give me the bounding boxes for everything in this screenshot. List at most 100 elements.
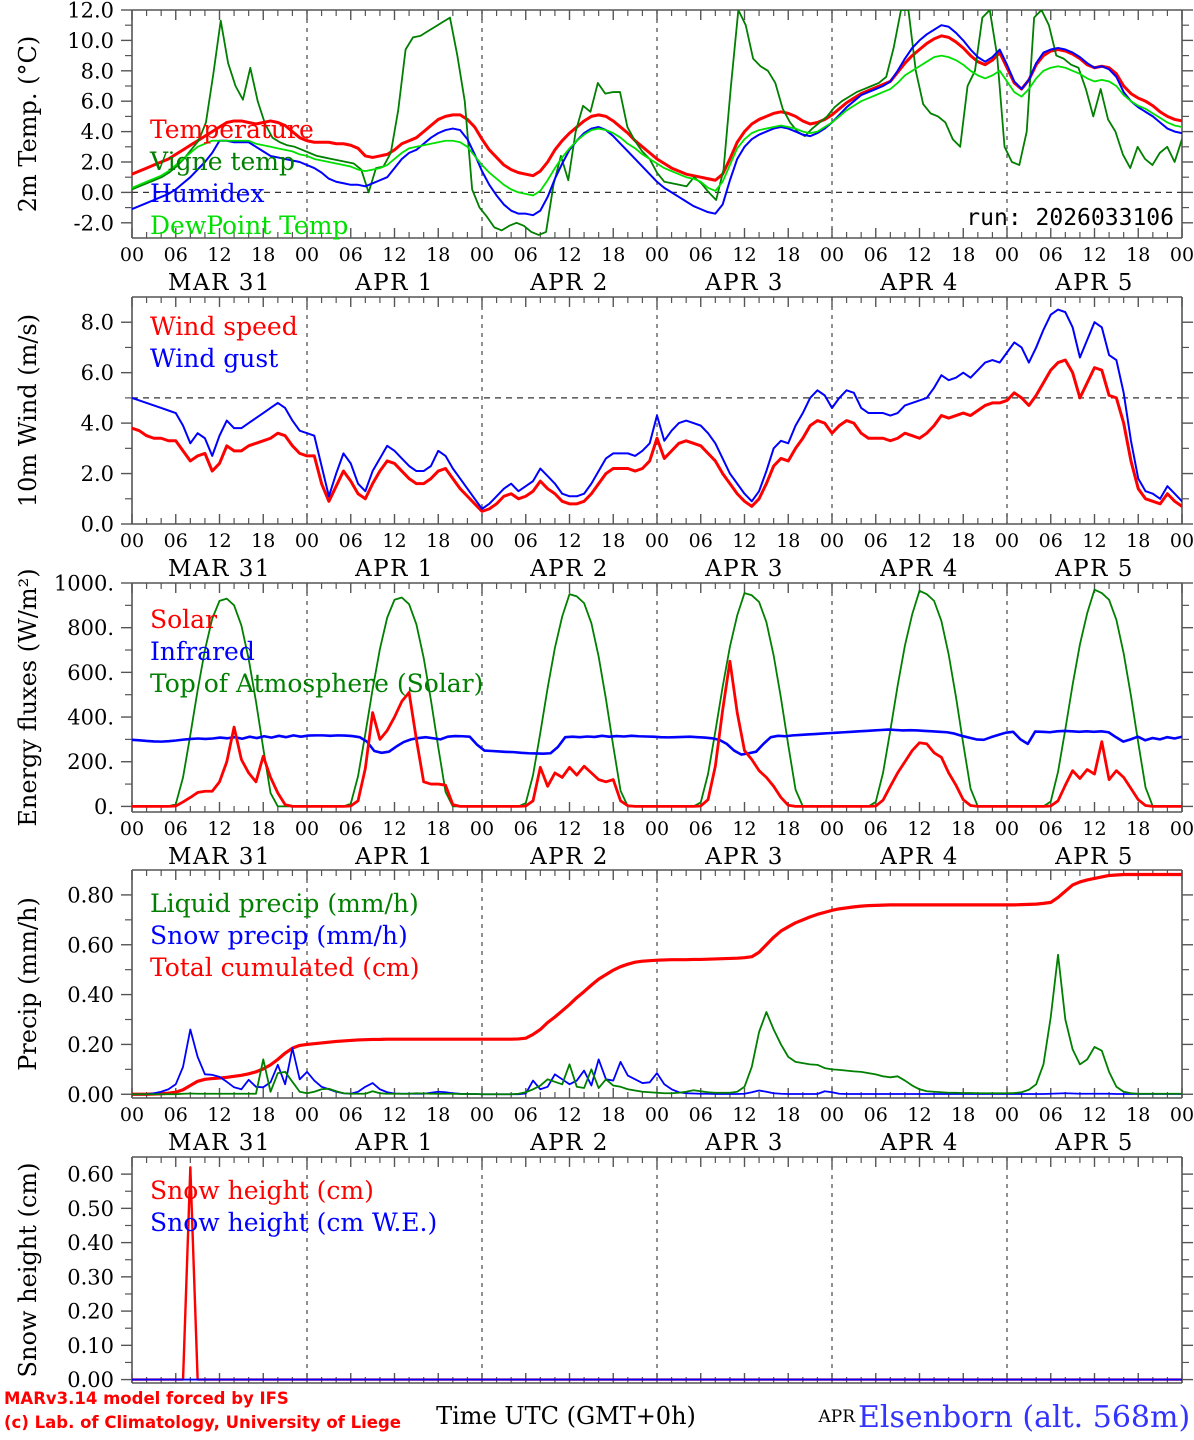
x-tick-label: 00: [1170, 530, 1194, 552]
x-tick-label: 00: [120, 244, 144, 266]
x-tick-label: 12: [207, 530, 231, 552]
footer-month-label: APR: [817, 1407, 856, 1427]
legend-item: DewPoint Temp: [150, 211, 348, 240]
x-tick-label: 12: [1082, 530, 1106, 552]
legend-item: Temperature: [150, 115, 314, 144]
y-tick-label: 0.80: [67, 883, 114, 907]
series-group: [132, 588, 1182, 808]
x-tick-label: 00: [1170, 818, 1194, 840]
day-label: APR 3: [704, 556, 784, 582]
legend-item: Vigne temp: [149, 147, 295, 176]
y-tick-label: 800.: [67, 616, 114, 640]
x-tick-label: 12: [382, 1104, 406, 1126]
x-tick-label: 06: [689, 818, 713, 840]
x-tick-label: 00: [295, 1104, 319, 1126]
y-tick-label: 0.00: [67, 1083, 114, 1107]
y-tick-label: 0.40: [67, 983, 114, 1007]
x-tick-label: 00: [470, 1104, 494, 1126]
x-tick-label: 12: [207, 244, 231, 266]
x-tick-label: 06: [864, 530, 888, 552]
series-wind-gust: [132, 308, 1182, 510]
day-label: APR 1: [354, 556, 434, 582]
x-tick-label: 06: [864, 1104, 888, 1126]
x-tick-label: 12: [557, 818, 581, 840]
x-tick-label: 12: [1082, 818, 1106, 840]
x-tick-label: 06: [339, 818, 363, 840]
y-axis-title: 10m Wind (m/s): [14, 314, 42, 507]
y-tick-label: 600.: [67, 661, 114, 685]
y-tick-label: 4.0: [81, 120, 114, 144]
x-tick-label: 12: [1082, 244, 1106, 266]
y-tick-label: 0.0: [81, 181, 114, 205]
x-tick-label: 12: [207, 1104, 231, 1126]
x-tick-label: 12: [907, 530, 931, 552]
y-tick-label: 4.0: [81, 412, 114, 436]
x-tick-label: 06: [1039, 244, 1063, 266]
y-tick-label: 400.: [67, 706, 114, 730]
x-tick-label: 00: [120, 1104, 144, 1126]
x-tick-label: 00: [645, 244, 669, 266]
series-wind-speed: [132, 358, 1182, 513]
day-label: APR 5: [1054, 270, 1134, 296]
x-tick-label: 12: [557, 530, 581, 552]
x-tick-label: 00: [820, 244, 844, 266]
legend-item: Solar: [150, 605, 217, 634]
y-tick-label: -2.0: [74, 211, 115, 235]
x-tick-label: 06: [514, 818, 538, 840]
y-tick-label: 0.20: [67, 1033, 114, 1057]
panel-temperature: -2.0 0.0 2.0 4.0 6.0 8.0 10.0 12.0 2m Temp. (°C)…: [14, 0, 1194, 296]
day-label: APR 2: [529, 270, 609, 296]
x-tick-label: 18: [951, 1104, 975, 1126]
x-tick-label: 00: [295, 244, 319, 266]
x-tick-label: 00: [645, 1104, 669, 1126]
x-tick-label: 00: [120, 818, 144, 840]
x-tick-label: 18: [951, 530, 975, 552]
y-tick-label: 0.: [94, 795, 114, 819]
x-tick-label: 00: [1170, 1104, 1194, 1126]
x-tick-label: 12: [207, 818, 231, 840]
series-group: [132, 872, 1182, 1096]
x-tick-label: 12: [732, 818, 756, 840]
x-tick-label: 12: [382, 244, 406, 266]
y-tick-label: 0.60: [67, 933, 114, 957]
x-tick-label: 06: [514, 1104, 538, 1126]
series-group: [132, 1166, 1182, 1381]
x-tick-label: 18: [426, 818, 450, 840]
series-temperature: [132, 34, 1182, 182]
x-tick-label: 06: [164, 818, 188, 840]
y-axis-title: Energy fluxes (W/m²): [14, 568, 42, 826]
x-tick-label: 18: [776, 530, 800, 552]
x-tick-label: 00: [295, 530, 319, 552]
x-tick-label: 18: [1126, 1104, 1150, 1126]
day-label: APR 5: [1054, 1130, 1134, 1156]
y-tick-label: 6.0: [81, 361, 114, 385]
panel-wind: 0.0 2.0 4.0 6.0 8.0 10m Wind (m/s) Wind speed W…: [14, 296, 1194, 582]
y-tick-label: 12.0: [67, 0, 114, 23]
x-tick-label: 18: [251, 244, 275, 266]
x-tick-label: 06: [1039, 1104, 1063, 1126]
x-tick-label: 18: [426, 244, 450, 266]
x-tick-label: 18: [426, 530, 450, 552]
x-tick-label: 18: [601, 818, 625, 840]
y-tick-label: 8.0: [81, 311, 114, 335]
y-tick-label: 0.10: [67, 1334, 114, 1358]
x-tick-label: 18: [251, 530, 275, 552]
x-tick-label: 12: [907, 1104, 931, 1126]
series-group: [132, 10, 1182, 236]
x-tick-label: 18: [1126, 244, 1150, 266]
day-label: MAR 31: [168, 270, 271, 296]
y-tick-label: 0.40: [67, 1231, 114, 1255]
x-tick-label: 00: [820, 818, 844, 840]
y-tick-label: 200.: [67, 750, 114, 774]
series-dewpoint-temp: [132, 54, 1182, 197]
panel-snowheight: 0.00 0.10 0.20 0.30 0.40 0.50 0.60 Snow height …: [14, 1156, 1193, 1392]
series-group: [132, 308, 1182, 513]
legend-item: Humidex: [150, 179, 265, 208]
x-axis-title: Time UTC (GMT+0h): [436, 1402, 696, 1430]
x-tick-label: 00: [470, 818, 494, 840]
series-total-cumulated-cm: [132, 872, 1182, 1096]
y-tick-label: 2.0: [81, 151, 114, 175]
x-tick-label: 18: [601, 1104, 625, 1126]
series-vigne-temp: [132, 10, 1182, 236]
